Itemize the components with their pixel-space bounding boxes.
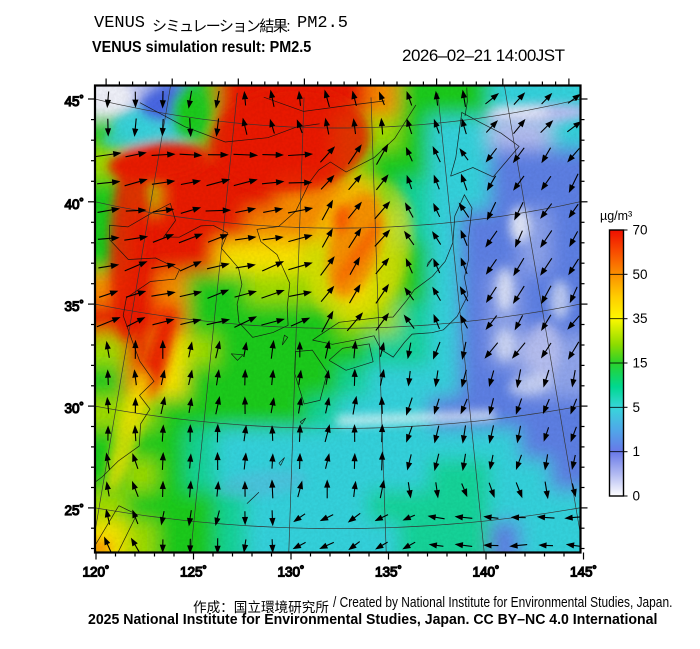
svg-text:70: 70 — [633, 223, 648, 238]
svg-text:25˚: 25˚ — [64, 503, 84, 518]
svg-text:130˚: 130˚ — [277, 565, 304, 580]
svg-text:5: 5 — [633, 400, 641, 415]
svg-text:140˚: 140˚ — [472, 565, 499, 580]
svg-text:30˚: 30˚ — [64, 401, 84, 416]
svg-text:125˚: 125˚ — [180, 565, 207, 580]
svg-text:35: 35 — [633, 311, 648, 326]
svg-text:1: 1 — [633, 444, 641, 459]
svg-text:45˚: 45˚ — [64, 94, 84, 109]
svg-text:135˚: 135˚ — [375, 565, 402, 580]
svg-text:40˚: 40˚ — [64, 197, 84, 212]
svg-text:15: 15 — [633, 356, 648, 371]
svg-text:35˚: 35˚ — [64, 299, 84, 314]
svg-text:145˚: 145˚ — [570, 565, 597, 580]
svg-text:50: 50 — [633, 267, 648, 282]
svg-text:0: 0 — [633, 489, 641, 504]
svg-text:120˚: 120˚ — [82, 565, 109, 580]
